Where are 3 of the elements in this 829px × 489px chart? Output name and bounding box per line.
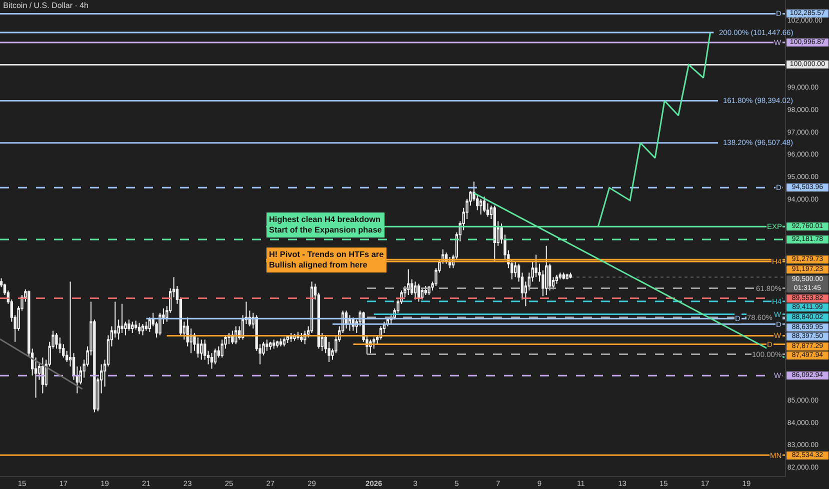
- annotation: H! Pivot - Trends on HTFs are Bullish aligned from here: [269, 250, 384, 270]
- chart-title: Bitcoin / U.S. Dollar · 4h: [3, 1, 89, 10]
- annotation: Highest clean H4 breakdown Start of the Expansion phase: [269, 215, 382, 235]
